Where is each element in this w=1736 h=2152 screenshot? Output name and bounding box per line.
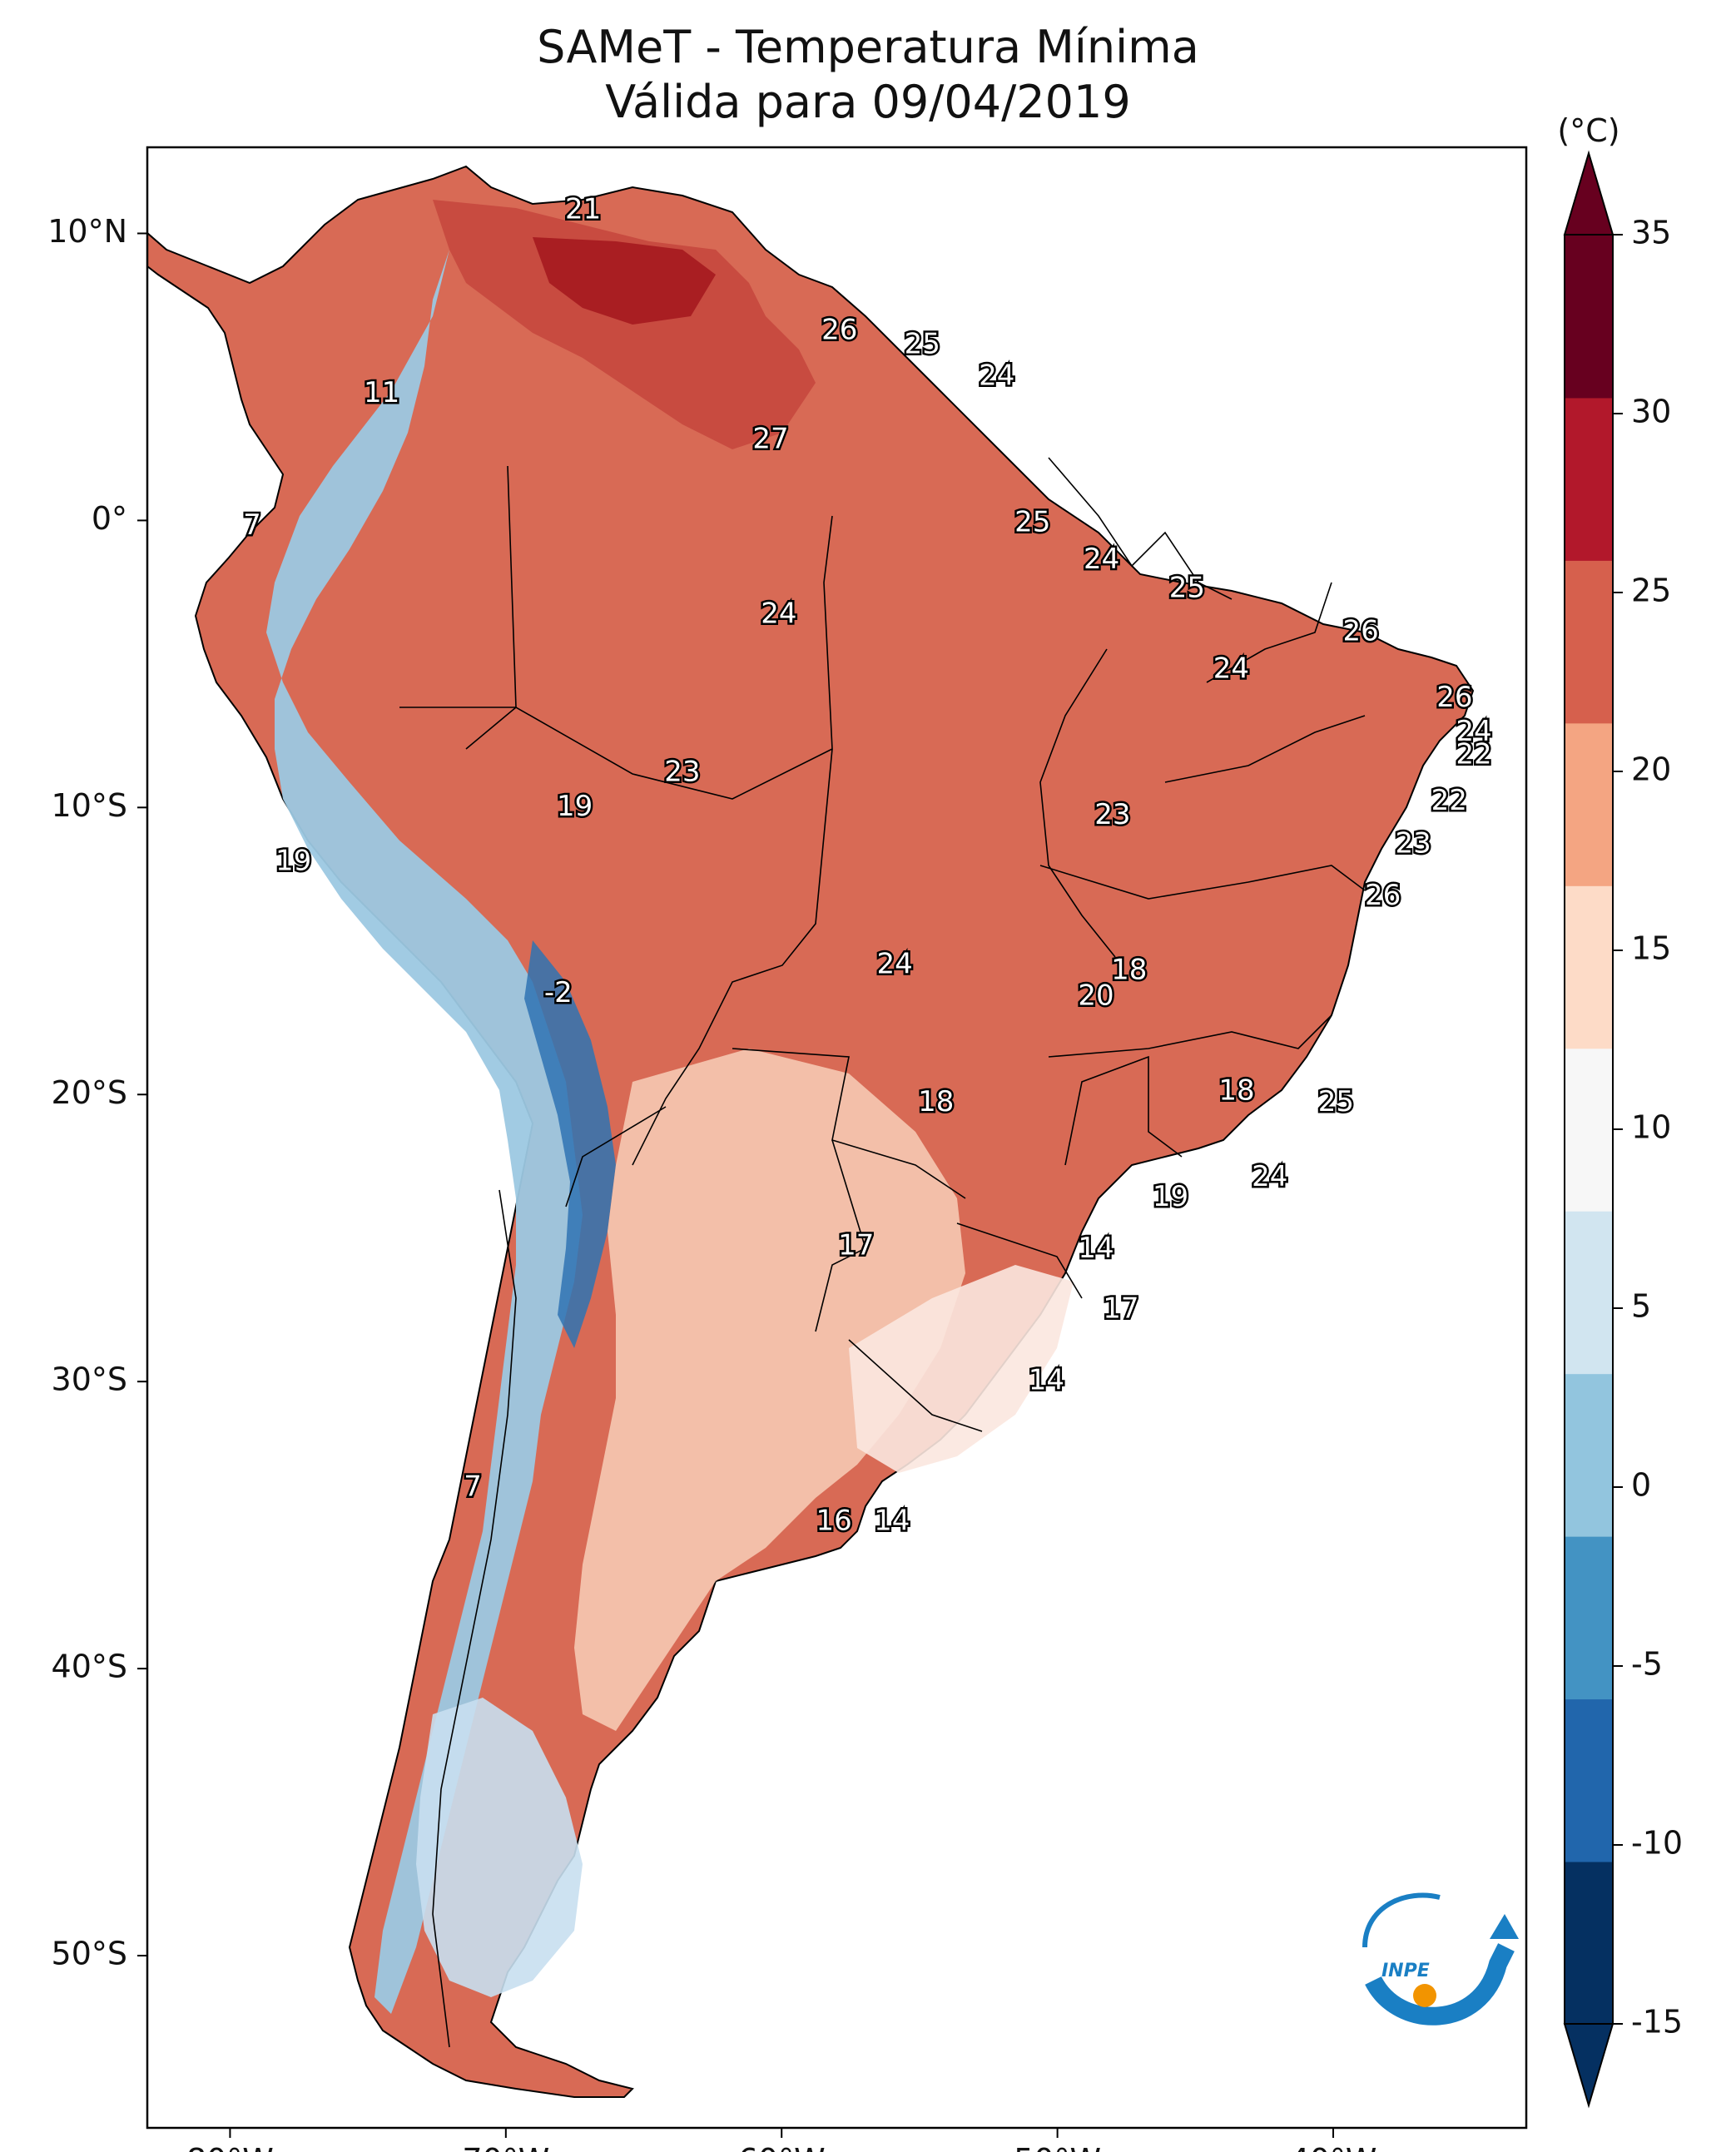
station-label: 25 bbox=[1318, 1085, 1354, 1118]
colorbar-tick-label: 35 bbox=[1631, 215, 1671, 251]
south-mild-region bbox=[574, 1049, 965, 1731]
uruguay-cool-region bbox=[849, 1265, 1074, 1473]
station-label: 23 bbox=[1395, 827, 1431, 860]
colorbar-tick-label: -15 bbox=[1631, 2004, 1683, 2040]
hot-region-north bbox=[433, 200, 816, 449]
colorbar-tick-label: 5 bbox=[1631, 1288, 1651, 1325]
logo-arc-icon bbox=[1362, 1892, 1441, 1948]
station-label: 27 bbox=[752, 422, 788, 455]
colorbar-segment bbox=[1565, 235, 1613, 399]
station-label: 19 bbox=[1153, 1180, 1188, 1213]
colorbar-tick-label: -10 bbox=[1631, 1825, 1683, 1862]
colorbar-segment bbox=[1565, 397, 1613, 561]
colorbar-segment bbox=[1565, 1048, 1613, 1212]
lat-tick-label: 10°N bbox=[47, 213, 127, 250]
lat-tick-label: 0° bbox=[92, 500, 127, 537]
country-borders bbox=[399, 457, 1366, 2048]
latitude-ticks: 10°N 0° 10°S 20°S 30°S 40°S 50°S bbox=[47, 213, 147, 1972]
station-label: 24 bbox=[1213, 652, 1249, 685]
lon-tick-label: 80°W bbox=[186, 2142, 274, 2152]
station-label: 26 bbox=[821, 313, 857, 346]
patagonia-cool bbox=[416, 1698, 583, 1997]
colorbar-tick-label: 10 bbox=[1631, 1109, 1671, 1146]
station-label: 23 bbox=[664, 755, 700, 788]
colorbar-segment bbox=[1565, 1861, 1613, 2025]
station-label: 25 bbox=[1014, 505, 1050, 538]
logo-sun-icon bbox=[1413, 1984, 1436, 2007]
logo-arrow-icon bbox=[1490, 1914, 1519, 1939]
lat-tick-label: 20°S bbox=[52, 1074, 127, 1111]
andes-cold-band bbox=[266, 250, 583, 2014]
colorbar-unit-label: (°C) bbox=[1557, 112, 1619, 149]
station-label: 18 bbox=[918, 1085, 954, 1118]
longitude-ticks: 80°W 70°W 60°W 50°W 40°W bbox=[186, 2128, 1377, 2152]
lon-tick-label: 70°W bbox=[462, 2142, 549, 2152]
station-label: 18 bbox=[1111, 953, 1147, 986]
colorbar-tick-label: 0 bbox=[1631, 1467, 1651, 1504]
map-title: SAMeT - Temperatura Mínima bbox=[537, 21, 1199, 73]
station-label: 14 bbox=[1078, 1232, 1114, 1265]
station-label: 24 bbox=[761, 598, 796, 631]
station-label: 25 bbox=[1169, 572, 1205, 605]
lat-tick-label: 10°S bbox=[52, 787, 127, 824]
station-label: 17 bbox=[838, 1229, 874, 1262]
temperature-field bbox=[147, 165, 1475, 2098]
colorbar-segment bbox=[1565, 885, 1613, 1049]
colorbar-segment bbox=[1565, 1698, 1613, 1862]
inpe-logo: INPE bbox=[1362, 1892, 1519, 2026]
colorbar: 35 30 25 20 15 10 5 0 -5 -10 -15 (°C) bbox=[1557, 112, 1683, 2109]
colorbar-segment bbox=[1565, 1210, 1613, 1375]
station-label: 26 bbox=[1436, 681, 1472, 714]
station-label: 22 bbox=[1431, 784, 1467, 817]
map-subtitle: Válida para 09/04/2019 bbox=[605, 76, 1131, 128]
station-label: 20 bbox=[1078, 979, 1114, 1012]
station-label: 24 bbox=[1456, 715, 1491, 748]
station-label: 21 bbox=[565, 192, 601, 226]
colorbar-tick-label: 20 bbox=[1631, 751, 1671, 788]
colorbar-tick-label: 25 bbox=[1631, 573, 1671, 609]
logo-text: INPE bbox=[1381, 1961, 1430, 1981]
lon-tick-label: 50°W bbox=[1014, 2142, 1101, 2152]
colorbar-tick-label: -5 bbox=[1631, 1646, 1663, 1683]
lon-tick-label: 60°W bbox=[738, 2142, 826, 2152]
station-label: 14 bbox=[1029, 1364, 1064, 1397]
station-label: 14 bbox=[874, 1505, 910, 1538]
station-label: 23 bbox=[1094, 798, 1130, 831]
station-label: 26 bbox=[1365, 879, 1401, 912]
colorbar-extend-min-icon bbox=[1563, 2023, 1614, 2109]
station-label: 24 bbox=[1084, 543, 1119, 576]
colorbar-extend-max-icon bbox=[1563, 150, 1614, 236]
station-label: 24 bbox=[979, 359, 1014, 392]
colorbar-segment bbox=[1565, 559, 1613, 724]
lat-tick-label: 30°S bbox=[52, 1361, 127, 1398]
station-label: -2 bbox=[544, 976, 573, 1009]
lat-tick-label: 50°S bbox=[52, 1936, 127, 1972]
station-label: 7 bbox=[464, 1470, 482, 1503]
map-frame bbox=[146, 146, 1528, 2130]
station-label: 17 bbox=[1103, 1292, 1138, 1325]
logo-swoosh-icon bbox=[1365, 1943, 1515, 2026]
station-label: 18 bbox=[1218, 1074, 1254, 1107]
station-label: 19 bbox=[557, 790, 593, 823]
station-label: 11 bbox=[364, 376, 399, 409]
hot-spot-venezuela bbox=[533, 237, 716, 325]
station-label: 19 bbox=[275, 844, 311, 877]
colorbar-segment bbox=[1565, 1373, 1613, 1537]
station-label: 7 bbox=[243, 508, 261, 542]
station-label: 16 bbox=[816, 1505, 852, 1538]
altiplano-deep-cold bbox=[524, 940, 616, 1348]
station-label: 25 bbox=[905, 328, 940, 361]
lon-tick-label: 40°W bbox=[1290, 2142, 1377, 2152]
station-label: 24 bbox=[876, 948, 912, 981]
station-label: 22 bbox=[1456, 738, 1491, 771]
colorbar-tick-label: 30 bbox=[1631, 394, 1671, 430]
colorbar-segment bbox=[1565, 722, 1613, 886]
station-label: 26 bbox=[1343, 614, 1379, 647]
lat-tick-label: 40°S bbox=[52, 1649, 127, 1685]
colorbar-segment bbox=[1565, 1535, 1613, 1700]
station-label: 24 bbox=[1252, 1160, 1287, 1193]
colorbar-tick-label: 15 bbox=[1631, 930, 1671, 967]
